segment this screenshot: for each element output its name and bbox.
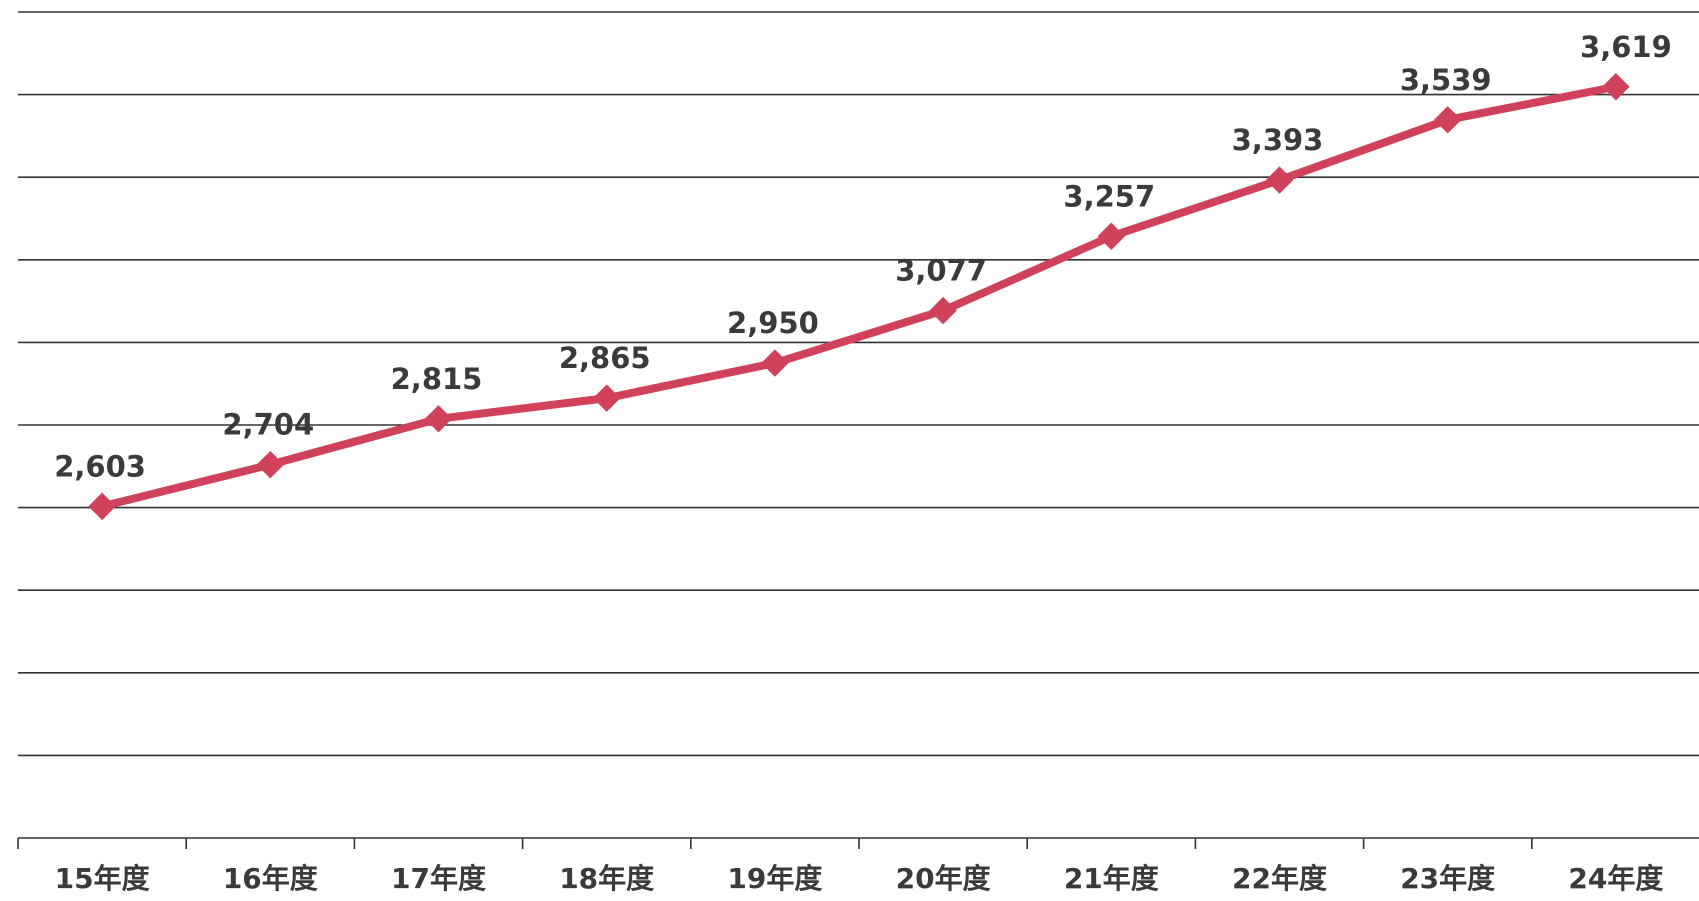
- data-label: 3,619: [1580, 30, 1672, 64]
- data-label: 3,393: [1232, 123, 1324, 157]
- x-tick-label: 22年度: [1232, 862, 1327, 895]
- data-point-marker: [424, 405, 453, 433]
- data-label: 3,257: [1063, 179, 1155, 213]
- x-tick-label: 18年度: [559, 862, 654, 895]
- x-tick-label: 15年度: [55, 862, 150, 895]
- data-label: 2,865: [559, 341, 651, 375]
- data-point-marker: [1097, 222, 1126, 250]
- x-tick-label: 24年度: [1568, 862, 1663, 895]
- data-point-marker: [88, 492, 116, 521]
- gridlines: [18, 11, 1699, 757]
- data-labels: 2,603 2,704 2,815 2,865 2,950 3,077 3,257 3,393…: [54, 30, 1672, 484]
- series-layer: [88, 73, 1630, 521]
- data-label: 2,704: [222, 408, 314, 442]
- data-point-marker: [592, 384, 621, 412]
- x-tick-label: 21年度: [1064, 862, 1159, 895]
- data-label: 2,815: [391, 362, 483, 396]
- data-label: 3,077: [895, 254, 987, 288]
- data-point-marker: [256, 450, 285, 479]
- x-tick-label: 17年度: [391, 862, 486, 895]
- data-point-marker: [1433, 106, 1462, 134]
- x-tick-label: 20年度: [896, 862, 991, 895]
- x-tick-label: 16年度: [223, 862, 318, 895]
- x-tick-label: 19年度: [727, 862, 822, 895]
- data-point-marker: [929, 296, 957, 325]
- data-point-marker: [1602, 73, 1630, 101]
- x-tick-label: 23年度: [1400, 862, 1495, 895]
- data-label: 2,603: [54, 449, 146, 483]
- data-point-marker: [1265, 166, 1294, 194]
- series-line: [98, 82, 1620, 511]
- data-point-marker: [761, 349, 789, 377]
- data-label: 3,539: [1400, 63, 1492, 97]
- data-label: 2,950: [727, 306, 819, 340]
- x-axis: 15年度 16年度 17年度 18年度 19年度 20年度 21年度 22年度 23年度 24年度: [17, 837, 1699, 895]
